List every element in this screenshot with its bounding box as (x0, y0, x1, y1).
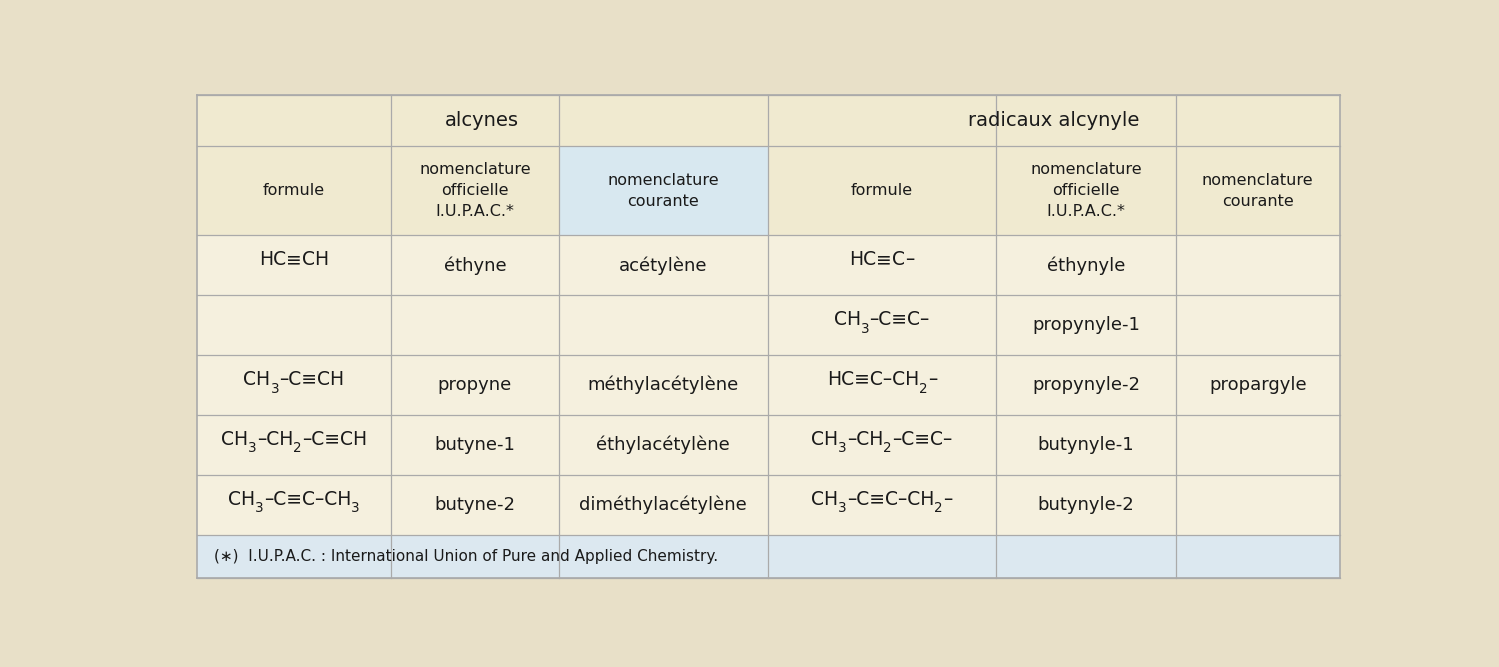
Text: CH: CH (301, 250, 328, 269)
Text: alcynes: alcynes (445, 111, 519, 130)
Text: –C≡CH: –C≡CH (301, 430, 367, 449)
Bar (196, 535, 1340, 578)
Text: CH: CH (243, 370, 270, 389)
Text: –CH: –CH (256, 430, 292, 449)
Text: 2: 2 (292, 442, 301, 456)
Text: propynyle-2: propynyle-2 (1031, 376, 1139, 394)
Text: ≡: ≡ (877, 250, 892, 269)
Text: 2: 2 (919, 382, 928, 396)
Text: propynyle-1: propynyle-1 (1031, 316, 1139, 334)
Text: 3: 3 (860, 321, 869, 336)
Text: 3: 3 (270, 382, 279, 396)
Text: 3: 3 (255, 502, 264, 516)
Text: CH: CH (220, 430, 247, 449)
Text: –C≡C–: –C≡C– (869, 310, 929, 329)
Text: C: C (892, 250, 905, 269)
Text: acétylène: acétylène (619, 256, 708, 275)
Text: (∗)  I.U.P.A.C. : International Union of Pure and Applied Chemistry.: (∗) I.U.P.A.C. : International Union of … (214, 549, 718, 564)
Text: radicaux alcynyle: radicaux alcynyle (968, 111, 1139, 130)
Text: 3: 3 (247, 442, 256, 456)
Text: HC: HC (850, 250, 877, 269)
Text: –C≡C–: –C≡C– (892, 430, 952, 449)
Text: ≡: ≡ (286, 250, 301, 269)
Text: nomenclature
officielle
I.U.P.A.C.*: nomenclature officielle I.U.P.A.C.* (420, 162, 531, 219)
Text: –CH: –CH (847, 430, 883, 449)
Text: éthylacétylène: éthylacétylène (597, 436, 730, 454)
Text: 3: 3 (838, 442, 847, 456)
Text: HC: HC (259, 250, 286, 269)
Text: propargyle: propargyle (1210, 376, 1307, 394)
Bar (391, 146, 559, 235)
Text: –: – (943, 490, 952, 509)
Text: nomenclature
courante: nomenclature courante (1202, 173, 1313, 209)
Text: 2: 2 (934, 502, 943, 516)
Bar (767, 146, 995, 235)
Text: butyne-1: butyne-1 (435, 436, 516, 454)
Bar (559, 146, 767, 235)
Text: nomenclature
courante: nomenclature courante (607, 173, 720, 209)
Text: 3: 3 (838, 502, 847, 516)
Bar (196, 95, 1340, 146)
Text: butynyle-1: butynyle-1 (1037, 436, 1135, 454)
Text: propyne: propyne (438, 376, 513, 394)
Text: –C≡C–CH: –C≡C–CH (264, 490, 351, 509)
Text: –C≡CH: –C≡CH (279, 370, 345, 389)
Bar (1175, 146, 1340, 235)
Bar (196, 146, 391, 235)
Text: CH: CH (811, 490, 838, 509)
Text: nomenclature
officielle
I.U.P.A.C.*: nomenclature officielle I.U.P.A.C.* (1030, 162, 1142, 219)
Text: formule: formule (851, 183, 913, 198)
Text: 2: 2 (883, 442, 892, 456)
Text: diméthylacétylène: diméthylacétylène (579, 496, 747, 514)
Text: –: – (928, 370, 937, 389)
Text: CH: CH (228, 490, 255, 509)
Text: HC≡C–CH: HC≡C–CH (827, 370, 919, 389)
Text: éthynyle: éthynyle (1046, 256, 1126, 275)
Text: éthyne: éthyne (444, 256, 507, 275)
Text: CH: CH (811, 430, 838, 449)
Text: méthylacétylène: méthylacétylène (588, 376, 739, 394)
Bar (995, 146, 1175, 235)
Text: butynyle-2: butynyle-2 (1037, 496, 1135, 514)
Text: butyne-2: butyne-2 (435, 496, 516, 514)
Text: 3: 3 (351, 502, 360, 516)
Text: formule: formule (262, 183, 325, 198)
Text: –C≡C–CH: –C≡C–CH (847, 490, 934, 509)
Text: CH: CH (833, 310, 860, 329)
Text: –: – (905, 250, 914, 269)
